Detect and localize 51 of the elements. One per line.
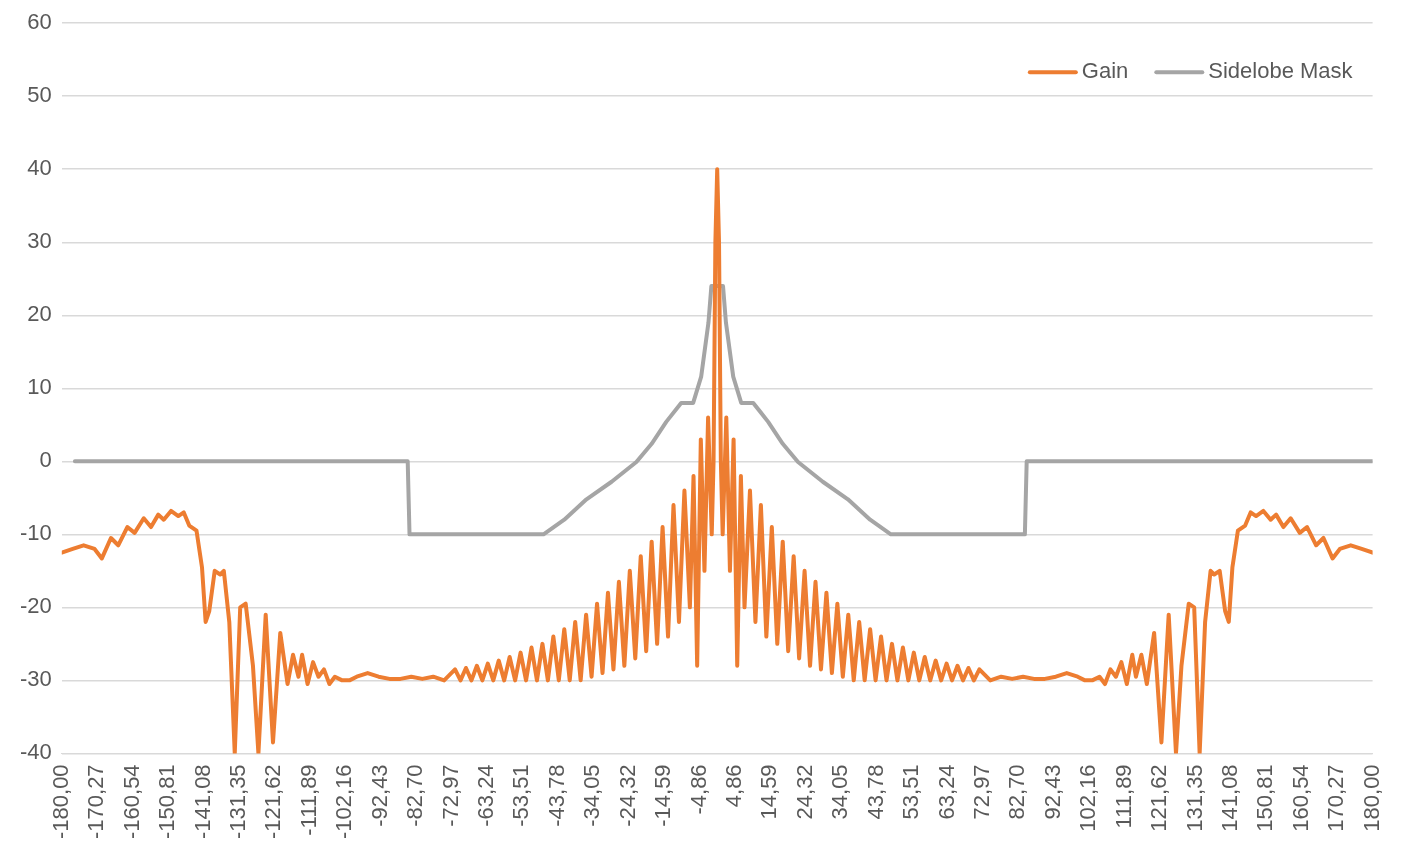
x-tick-label: -34,05 bbox=[579, 764, 605, 827]
x-tick-label: -180,00 bbox=[47, 764, 73, 840]
x-tick-label: 34,05 bbox=[827, 764, 853, 820]
y-tick-label: -10 bbox=[20, 520, 52, 546]
x-tick-label: 121,62 bbox=[1146, 764, 1172, 832]
x-tick-label: 102,16 bbox=[1075, 764, 1101, 832]
x-tick-label: -53,51 bbox=[508, 764, 534, 827]
y-tick-label: 60 bbox=[27, 9, 52, 35]
x-tick-label: -141,08 bbox=[189, 764, 215, 840]
x-tick-label: 43,78 bbox=[862, 764, 888, 820]
x-tick-label: -24,32 bbox=[614, 764, 640, 827]
x-tick-label: -14,59 bbox=[650, 764, 676, 827]
x-tick-label: 63,24 bbox=[933, 764, 959, 820]
x-tick-label: 150,81 bbox=[1252, 764, 1278, 832]
legend-label: Sidelobe Mask bbox=[1208, 58, 1354, 84]
x-tick-label: 14,59 bbox=[756, 764, 782, 820]
x-tick-label: -121,62 bbox=[260, 764, 286, 840]
x-tick-label: 111,89 bbox=[1110, 764, 1136, 829]
x-tick-label: -160,54 bbox=[118, 764, 144, 840]
y-tick-label: -30 bbox=[20, 666, 52, 692]
x-tick-label: 53,51 bbox=[898, 764, 924, 820]
x-tick-label: 4,86 bbox=[720, 764, 746, 808]
x-tick-label: -63,24 bbox=[473, 764, 498, 827]
x-tick-label: -4,86 bbox=[685, 764, 711, 815]
x-tick-label: -92,43 bbox=[366, 764, 392, 827]
x-tick-label: 72,97 bbox=[968, 764, 994, 820]
legend-label: Gain bbox=[1081, 58, 1129, 84]
x-tick-label: 141,08 bbox=[1216, 764, 1242, 832]
x-tick-label: 170,27 bbox=[1323, 764, 1349, 832]
x-tick-label: 160,54 bbox=[1287, 764, 1313, 832]
x-tick-label: -111,89 bbox=[295, 764, 321, 836]
x-tick-label: -82,70 bbox=[402, 764, 428, 827]
x-tick-label: -43,78 bbox=[543, 764, 569, 827]
x-tick-label: -170,27 bbox=[83, 764, 109, 840]
y-tick-label: 20 bbox=[27, 301, 52, 327]
x-tick-label: 180,00 bbox=[1358, 764, 1384, 832]
x-tick-label: -150,81 bbox=[154, 764, 180, 840]
y-tick-label: 10 bbox=[27, 374, 52, 400]
y-tick-label: 50 bbox=[27, 82, 52, 108]
x-tick-label: -131,35 bbox=[225, 764, 250, 840]
x-tick-label: -102,16 bbox=[331, 764, 357, 840]
x-tick-label: 131,35 bbox=[1181, 764, 1207, 832]
x-tick-label: 24,32 bbox=[791, 764, 817, 820]
y-tick-label: 40 bbox=[27, 155, 52, 181]
x-tick-label: 92,43 bbox=[1039, 764, 1065, 820]
y-tick-label: 30 bbox=[27, 228, 52, 254]
x-tick-label: -72,97 bbox=[437, 764, 463, 827]
y-tick-label: 0 bbox=[39, 447, 52, 473]
y-tick-label: -40 bbox=[20, 739, 52, 765]
x-tick-label: 82,70 bbox=[1004, 764, 1030, 820]
y-tick-label: -20 bbox=[20, 593, 52, 619]
